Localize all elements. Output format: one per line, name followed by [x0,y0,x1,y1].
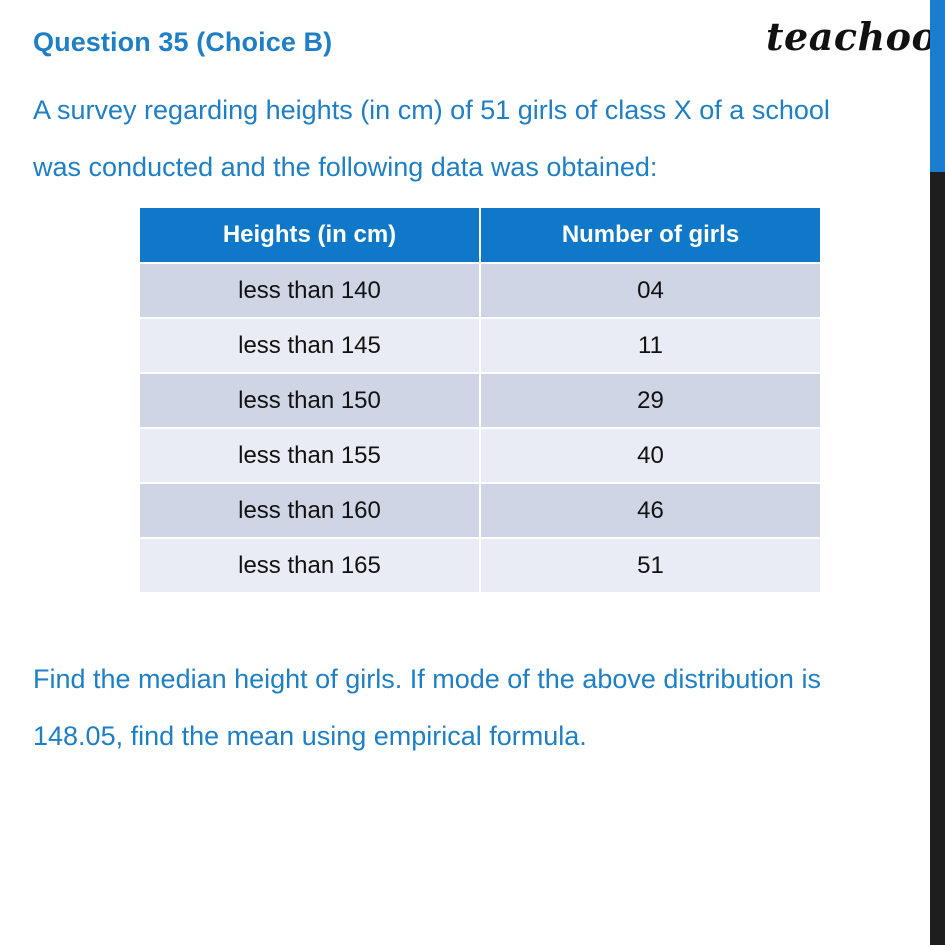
question-text: A survey regarding heights (in cm) of 51… [33,82,913,196]
question-title: Question 35 (Choice B) [33,27,333,57]
followup-line: Find the median height of girls. If mode… [33,664,821,694]
table-row: less than 140 04 [140,263,820,319]
height-cell: less than 155 [140,428,481,484]
followup-line: 148.05, find the mean using empirical fo… [33,721,587,751]
table-row: less than 150 29 [140,373,820,429]
question-line: was conducted and the following data was… [33,152,658,182]
height-cell: less than 165 [140,538,481,594]
count-cell: 40 [480,428,820,484]
count-cell: 51 [480,538,820,594]
column-header-number-of-girls: Number of girls [480,208,820,264]
height-cell: less than 140 [140,263,481,319]
count-cell: 04 [480,263,820,319]
height-distribution-table: Heights (in cm) Number of girls less tha… [140,208,820,594]
count-cell: 11 [480,318,820,374]
scrollbar-thumb[interactable] [930,0,945,172]
height-cell: less than 150 [140,373,481,429]
table-row: less than 145 11 [140,318,820,374]
scrollbar-track[interactable] [930,0,945,945]
table-row: less than 155 40 [140,428,820,484]
followup-text: Find the median height of girls. If mode… [33,651,923,765]
count-cell: 46 [480,483,820,539]
height-cell: less than 145 [140,318,481,374]
count-cell: 29 [480,373,820,429]
table-row: less than 160 46 [140,483,820,539]
column-header-heights: Heights (in cm) [140,208,481,264]
height-cell: less than 160 [140,483,481,539]
table-header-row: Heights (in cm) Number of girls [140,208,820,264]
brand-logo: teachoo [766,14,938,59]
question-line: A survey regarding heights (in cm) of 51… [33,95,830,125]
table-row: less than 165 51 [140,538,820,594]
